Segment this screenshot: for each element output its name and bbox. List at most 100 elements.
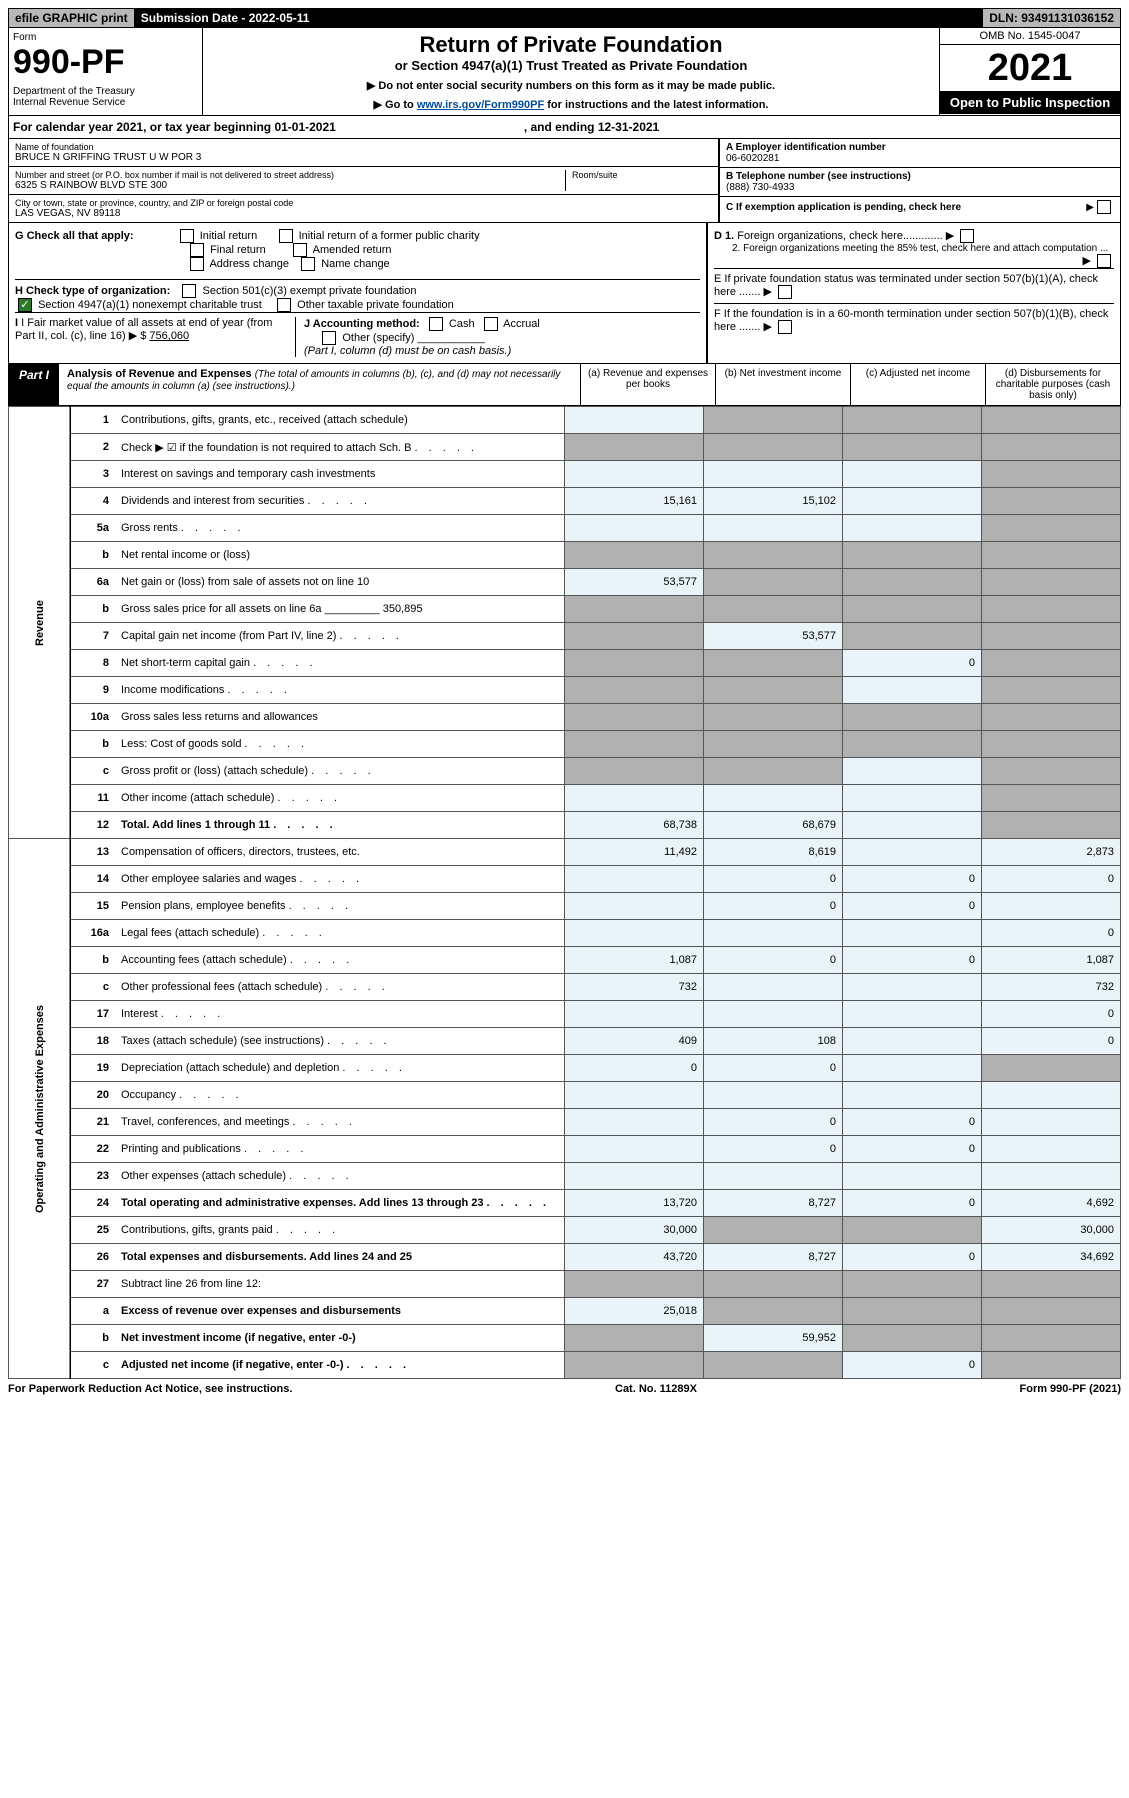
open-public: Open to Public Inspection (940, 91, 1120, 114)
cell-x (982, 1325, 1121, 1352)
cell-a (565, 1001, 704, 1028)
h-4947-checkbox[interactable]: ✓ (18, 298, 32, 312)
ein: 06-6020281 (726, 153, 1114, 164)
cell-c (843, 1055, 982, 1082)
e-checkbox[interactable] (778, 285, 792, 299)
cell-b (704, 1298, 843, 1325)
cell-a: 0 (565, 1055, 704, 1082)
cell-c: 0 (843, 1352, 982, 1379)
cell-x (982, 785, 1121, 812)
cell-c (843, 812, 982, 839)
h-other-checkbox[interactable] (277, 298, 291, 312)
row-num: 6a (70, 569, 115, 596)
row-num: c (70, 758, 115, 785)
cell-b (704, 677, 843, 704)
instr-2-post: for instructions and the latest informat… (544, 99, 768, 111)
cell-b (704, 1082, 843, 1109)
submission-date: Submission Date - 2022-05-11 (135, 9, 317, 27)
cell-a: 30,000 (565, 1217, 704, 1244)
cell-a (565, 1352, 704, 1379)
row-num: 13 (70, 839, 115, 866)
cell-x (982, 1055, 1121, 1082)
row-desc: Interest on savings and temporary cash i… (115, 461, 565, 488)
part1-title: Analysis of Revenue and Expenses (67, 368, 252, 380)
c-checkbox[interactable] (1097, 200, 1111, 214)
cell-b: 59,952 (704, 1325, 843, 1352)
top-bar: efile GRAPHIC print Submission Date - 20… (8, 8, 1121, 28)
d2-checkbox[interactable] (1097, 254, 1111, 268)
cell-x (982, 731, 1121, 758)
cell-b (704, 731, 843, 758)
row-desc: Net gain or (loss) from sale of assets n… (115, 569, 565, 596)
cell-b: 0 (704, 866, 843, 893)
cell-b: 8,727 (704, 1244, 843, 1271)
row-num: c (70, 974, 115, 1001)
cell-a (565, 1082, 704, 1109)
g-name-checkbox[interactable] (301, 257, 315, 271)
row-desc: Contributions, gifts, grants, etc., rece… (115, 407, 565, 434)
footer-center: Cat. No. 11289X (615, 1383, 697, 1395)
cell-c (843, 704, 982, 731)
cell-b (704, 650, 843, 677)
cell-x (982, 677, 1121, 704)
form-label: Form (13, 32, 198, 43)
cell-a: 13,720 (565, 1190, 704, 1217)
row-num: 8 (70, 650, 115, 677)
cell-b: 68,679 (704, 812, 843, 839)
row-num: 12 (70, 812, 115, 839)
cell-a (565, 785, 704, 812)
cell-b: 0 (704, 893, 843, 920)
instr-2-pre: ▶ Go to (374, 99, 417, 111)
g-final-checkbox[interactable] (190, 243, 204, 257)
g-addr-checkbox[interactable] (190, 257, 204, 271)
j-other-checkbox[interactable] (322, 331, 336, 345)
cell-a (565, 515, 704, 542)
tax-year: 2021 (940, 45, 1120, 91)
col-d-head: (d) Disbursements for charitable purpose… (985, 364, 1120, 405)
row-desc: Net short-term capital gain . . . . . (115, 650, 565, 677)
row-desc: Adjusted net income (if negative, enter … (115, 1352, 565, 1379)
form-header: Form 990-PF Department of the Treasury I… (8, 28, 1121, 116)
row-desc: Pension plans, employee benefits . . . .… (115, 893, 565, 920)
f-checkbox[interactable] (778, 320, 792, 334)
g-amended-checkbox[interactable] (293, 243, 307, 257)
row-desc: Gross rents . . . . . (115, 515, 565, 542)
cell-a: 43,720 (565, 1244, 704, 1271)
j-label: J Accounting method: (304, 318, 420, 330)
cell-b (704, 407, 843, 434)
cell-b (704, 1001, 843, 1028)
cell-x (982, 461, 1121, 488)
cell-a (565, 893, 704, 920)
cell-b (704, 920, 843, 947)
row-num: b (70, 542, 115, 569)
dept-label: Department of the Treasury Internal Reve… (13, 86, 198, 108)
cell-c (843, 1028, 982, 1055)
cell-c (843, 407, 982, 434)
g-former-checkbox[interactable] (279, 229, 293, 243)
cell-a (565, 704, 704, 731)
cell-c (843, 731, 982, 758)
cell-x (982, 515, 1121, 542)
city: LAS VEGAS, NV 89118 (15, 208, 712, 219)
instr-link[interactable]: www.irs.gov/Form990PF (417, 99, 544, 111)
row-num: a (70, 1298, 115, 1325)
cell-b: 53,577 (704, 623, 843, 650)
cell-a (565, 1325, 704, 1352)
part1-label: Part I (9, 364, 59, 405)
ein-label: A Employer identification number (726, 142, 1114, 153)
h-501c3-checkbox[interactable] (182, 284, 196, 298)
row-desc: Total operating and administrative expen… (115, 1190, 565, 1217)
j-cash-checkbox[interactable] (429, 317, 443, 331)
cell-c (843, 974, 982, 1001)
cell-c: 0 (843, 1190, 982, 1217)
cell-b: 108 (704, 1028, 843, 1055)
cell-a (565, 1163, 704, 1190)
cell-a (565, 1271, 704, 1298)
j-accrual-checkbox[interactable] (484, 317, 498, 331)
i-label: I Fair market value of all assets at end… (15, 317, 272, 342)
d1-checkbox[interactable] (960, 229, 974, 243)
row-desc: Legal fees (attach schedule) . . . . . (115, 920, 565, 947)
cell-c (843, 623, 982, 650)
g-initial-checkbox[interactable] (180, 229, 194, 243)
row-num: 11 (70, 785, 115, 812)
